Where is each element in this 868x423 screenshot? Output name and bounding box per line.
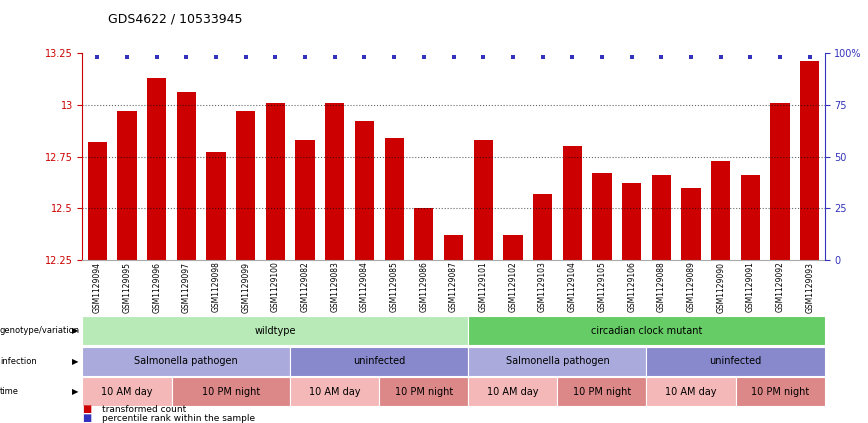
Text: 10 AM day: 10 AM day [102, 387, 153, 397]
Bar [385, 138, 404, 260]
Bar [652, 175, 671, 260]
Text: percentile rank within the sample: percentile rank within the sample [102, 414, 254, 423]
Bar [82, 377, 172, 406]
Text: ▶: ▶ [72, 387, 78, 396]
Bar [562, 146, 582, 260]
Bar [469, 347, 647, 376]
Bar [82, 347, 290, 376]
Bar [592, 173, 612, 260]
Bar [295, 140, 315, 260]
Text: ■: ■ [82, 404, 92, 414]
Bar [647, 377, 735, 406]
Text: 10 AM day: 10 AM day [487, 387, 539, 397]
Text: Salmonella pathogen: Salmonella pathogen [505, 356, 609, 366]
Text: 10 PM night: 10 PM night [751, 387, 809, 397]
Text: 10 AM day: 10 AM day [309, 387, 360, 397]
Text: GDS4622 / 10533945: GDS4622 / 10533945 [108, 13, 243, 26]
Text: transformed count: transformed count [102, 405, 186, 414]
Bar [557, 377, 647, 406]
Text: Salmonella pathogen: Salmonella pathogen [135, 356, 238, 366]
Bar [740, 175, 760, 260]
Text: infection: infection [0, 357, 36, 366]
Bar [469, 377, 557, 406]
Bar [117, 111, 136, 260]
Bar [681, 188, 700, 260]
Bar [503, 235, 523, 260]
Text: uninfected: uninfected [353, 356, 405, 366]
Bar [379, 377, 469, 406]
Bar [711, 161, 730, 260]
Bar [414, 209, 433, 260]
Bar [800, 61, 819, 260]
Bar [647, 347, 825, 376]
Bar [207, 152, 226, 260]
Bar [735, 377, 825, 406]
Bar [533, 194, 552, 260]
Bar [469, 316, 825, 345]
Bar [82, 316, 469, 345]
Bar [355, 121, 374, 260]
Text: 10 PM night: 10 PM night [201, 387, 260, 397]
Bar [172, 377, 290, 406]
Text: ■: ■ [82, 413, 92, 423]
Text: ▶: ▶ [72, 357, 78, 366]
Text: 10 PM night: 10 PM night [573, 387, 631, 397]
Bar [147, 78, 167, 260]
Bar [444, 235, 464, 260]
Bar [326, 103, 345, 260]
Text: wildtype: wildtype [254, 326, 296, 336]
Bar [474, 140, 493, 260]
Bar [290, 347, 469, 376]
Text: 10 AM day: 10 AM day [665, 387, 717, 397]
Bar [771, 103, 790, 260]
Bar [236, 111, 255, 260]
Text: 10 PM night: 10 PM night [395, 387, 453, 397]
Bar [266, 103, 285, 260]
Text: uninfected: uninfected [709, 356, 761, 366]
Bar [290, 377, 379, 406]
Text: time: time [0, 387, 19, 396]
Text: circadian clock mutant: circadian clock mutant [591, 326, 702, 336]
Bar [622, 184, 641, 260]
Text: genotype/variation: genotype/variation [0, 326, 80, 335]
Text: ▶: ▶ [72, 326, 78, 335]
Bar [177, 92, 196, 260]
Bar [88, 142, 107, 260]
